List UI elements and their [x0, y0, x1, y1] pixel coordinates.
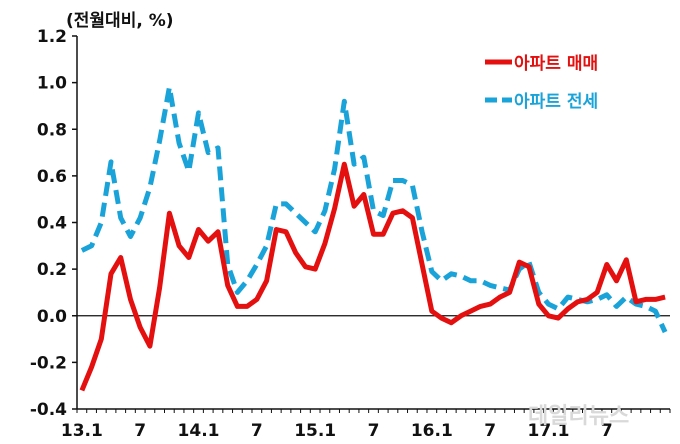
x-tick-label: 14.1 [178, 421, 220, 441]
watermark-text: 데일리뉴스 [528, 404, 629, 429]
series-layer [79, 84, 668, 392]
y-axis-ticks: -0.4 -0.2 0.0 0.2 0.4 0.6 0.8 1.0 1.2 [30, 27, 77, 420]
y-tick-label: 0.0 [37, 307, 67, 327]
y-tick-label: -0.4 [30, 400, 67, 420]
x-tick-label: 13.1 [61, 421, 103, 441]
legend-label: 아파트 매매 [514, 54, 598, 74]
x-tick-label: 7 [368, 421, 380, 441]
legend-label: 아파트 전세 [514, 92, 598, 112]
x-tick-label: 7 [601, 421, 613, 441]
y-tick-label: -0.2 [30, 353, 67, 373]
x-tick-label: 7 [134, 421, 146, 441]
x-tick-label: 7 [484, 421, 496, 441]
x-tick-label: 16.1 [411, 421, 453, 441]
x-tick-label: 15.1 [294, 421, 336, 441]
y-tick-label: 0.8 [37, 120, 67, 140]
x-axis-ticks: 13.1 7 14.1 7 15.1 7 16.1 7 17.1 7 [61, 409, 671, 441]
y-tick-label: 0.2 [37, 260, 67, 280]
y-tick-label: 1.0 [37, 74, 67, 94]
unit-label: (전월대비, %) [66, 11, 174, 31]
x-tick-label: 7 [251, 421, 263, 441]
y-tick-label: 0.6 [37, 167, 67, 187]
y-tick-label: 1.2 [37, 27, 67, 47]
series-line-2 [80, 84, 668, 334]
x-tick-label: 17.1 [528, 421, 570, 441]
series-line-1 [79, 161, 666, 392]
y-tick-label: 0.4 [37, 214, 67, 234]
